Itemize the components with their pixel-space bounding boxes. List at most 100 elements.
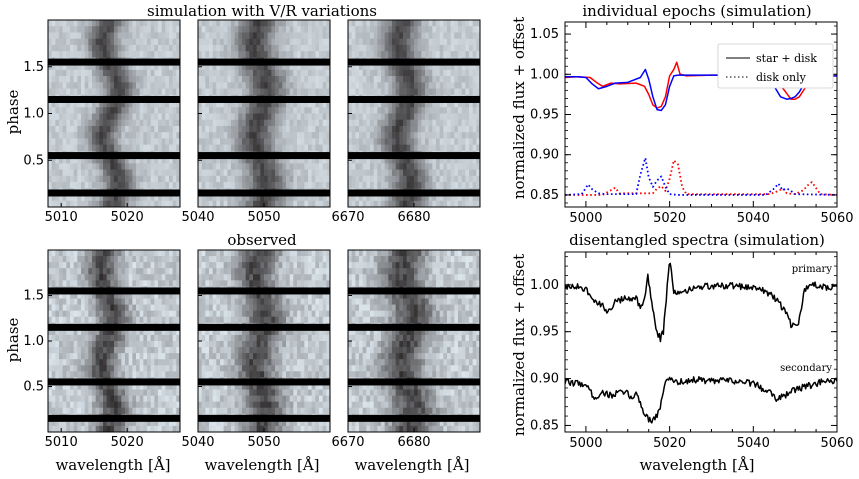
- heat-cell: [198, 328, 203, 336]
- heat-cell: [231, 125, 236, 133]
- heat-cell: [62, 169, 67, 177]
- heat-cell: [59, 169, 64, 177]
- heat-cell: [95, 194, 100, 202]
- heat-cell: [231, 113, 236, 121]
- heat-cell: [271, 76, 276, 83]
- heat-cell: [220, 334, 225, 342]
- heat-cell: [212, 292, 217, 299]
- heat-cell: [88, 76, 93, 83]
- heat-cell: [319, 26, 324, 33]
- heat-cell: [158, 138, 163, 146]
- heat-cell: [264, 132, 269, 139]
- heat-cell: [260, 20, 265, 27]
- heat-cell: [267, 69, 272, 77]
- heat-cell: [319, 175, 324, 183]
- heat-cell: [84, 51, 89, 58]
- heat-cell: [458, 20, 463, 27]
- heat-cell: [278, 194, 283, 202]
- heat-cell: [114, 304, 119, 312]
- heat-cell: [59, 328, 64, 336]
- heat-cell: [59, 144, 64, 152]
- heat-cell: [117, 182, 122, 189]
- heat-cell: [399, 119, 404, 127]
- heat-cell: [92, 38, 97, 46]
- heat-cell: [297, 113, 302, 121]
- heat-cell: [110, 383, 115, 390]
- heat-cell: [106, 144, 111, 152]
- heat-cell: [234, 200, 239, 208]
- heat-cell: [425, 76, 430, 83]
- heat-cell: [117, 334, 122, 342]
- heat-cell: [286, 138, 291, 146]
- heat-cell: [132, 298, 137, 305]
- heat-cell: [260, 200, 265, 208]
- heat-cell: [282, 200, 287, 208]
- heat-cell: [132, 292, 137, 299]
- heat-cell: [326, 88, 331, 96]
- heat-cell: [73, 63, 78, 71]
- heat-cell: [110, 298, 115, 305]
- heat-cell: [260, 298, 265, 305]
- heat-cell: [136, 138, 141, 146]
- heat-cell: [121, 175, 126, 183]
- heat-cell: [370, 157, 375, 164]
- heat-cell: [223, 51, 228, 58]
- heat-cell: [103, 182, 108, 189]
- heat-cell: [136, 395, 141, 403]
- heat-cell: [121, 347, 126, 354]
- heat-cell: [198, 88, 203, 96]
- heat-cell: [256, 280, 261, 287]
- heat-cell: [465, 44, 470, 52]
- heat-cell: [48, 175, 53, 183]
- heat-cell: [472, 51, 477, 58]
- heat-cell: [212, 175, 217, 183]
- heat-cell: [227, 69, 232, 77]
- heat-cell: [315, 334, 320, 342]
- heat-cell: [366, 132, 371, 139]
- heat-cell: [128, 371, 133, 378]
- heat-cell: [48, 395, 53, 403]
- heat-cell: [73, 125, 78, 133]
- heat-cell: [209, 26, 214, 33]
- heat-cell: [242, 144, 247, 152]
- heat-cell: [172, 144, 177, 152]
- heat-cell: [249, 20, 254, 27]
- heat-cell: [322, 250, 327, 257]
- heat-cell: [256, 310, 261, 318]
- heat-cell: [84, 182, 89, 189]
- heat-cell: [304, 76, 309, 83]
- heat-cell: [392, 38, 397, 46]
- heat-cell: [249, 182, 254, 189]
- heat-cell: [95, 76, 100, 83]
- heat-cell: [355, 32, 360, 40]
- heat-cell: [271, 144, 276, 152]
- heat-cell: [282, 194, 287, 202]
- heat-cell: [231, 304, 236, 312]
- heat-cell: [95, 82, 100, 89]
- heat-cell: [48, 389, 53, 396]
- heat-cell: [231, 20, 236, 27]
- heat-cell: [147, 32, 152, 40]
- heat-cell: [55, 26, 60, 33]
- heat-cell: [125, 334, 130, 342]
- heat-cell: [278, 76, 283, 83]
- heat-cell: [447, 157, 452, 164]
- heat-cell: [322, 194, 327, 202]
- heat-cell: [366, 194, 371, 202]
- heat-cell: [59, 310, 64, 318]
- heat-cell: [392, 82, 397, 89]
- heat-cell: [275, 274, 280, 281]
- heat-cell: [110, 359, 115, 366]
- heat-cell: [326, 292, 331, 299]
- heat-cell: [428, 69, 433, 77]
- heat-cell: [84, 316, 89, 324]
- heat-cell: [436, 26, 441, 33]
- heat-cell: [81, 250, 86, 257]
- heat-cell: [311, 51, 316, 58]
- heat-cell: [51, 119, 56, 127]
- heat-cell: [428, 125, 433, 133]
- heat-cell: [73, 365, 78, 372]
- heat-cell: [132, 32, 137, 40]
- heat-cell: [81, 419, 86, 427]
